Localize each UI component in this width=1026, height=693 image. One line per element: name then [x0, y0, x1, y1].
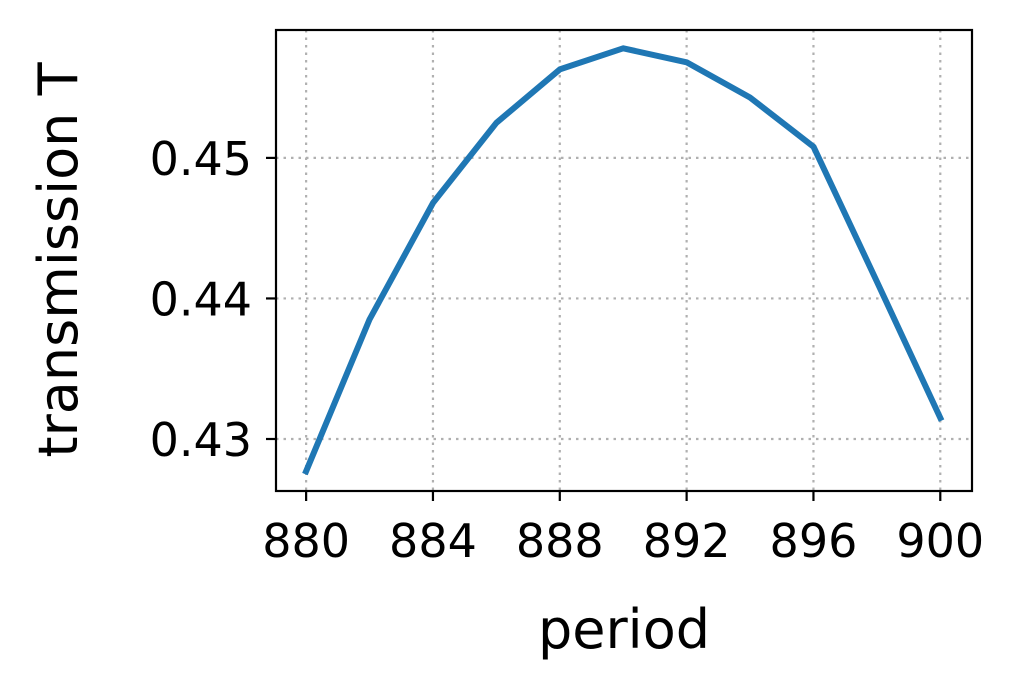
x-axis-label: period: [538, 598, 710, 661]
y-tick-label: 0.45: [150, 132, 252, 186]
series-line: [302, 45, 945, 476]
x-tick-label: 880: [262, 514, 350, 568]
x-tick-label: 884: [389, 514, 477, 568]
x-tick-label: 900: [896, 514, 984, 568]
x-tick-label: 892: [643, 514, 731, 568]
x-tick-label: 888: [516, 514, 604, 568]
axis-ticks: 880 884 888 892 896 900 0.43 0.44 0.45: [150, 132, 985, 568]
y-axis-label: transmission T: [27, 61, 90, 457]
series-layer: [302, 45, 945, 476]
y-tick-label: 0.43: [150, 413, 252, 467]
x-tick-label: 896: [770, 514, 858, 568]
plot-frame: [274, 28, 974, 493]
y-tick-label: 0.44: [150, 272, 252, 326]
